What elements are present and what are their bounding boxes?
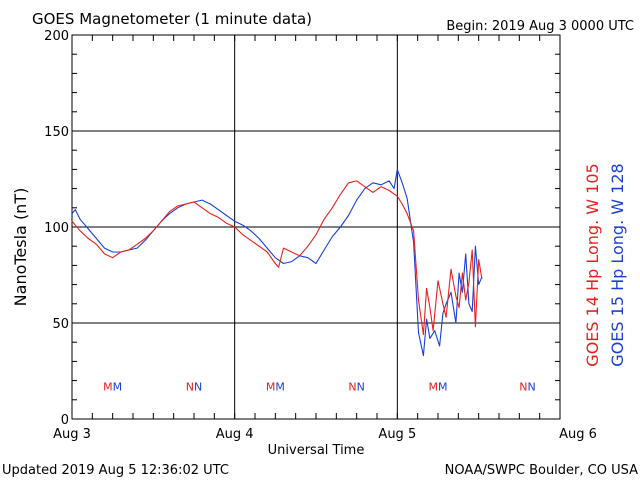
x-tick-label: Aug 3 <box>53 427 91 442</box>
y-tick-labels: 0 50 100 150 200 <box>44 29 69 428</box>
data-series <box>71 168 483 357</box>
y-tick-label: 150 <box>44 125 69 140</box>
credit-text: NOAA/SWPC Boulder, CO USA <box>445 463 638 478</box>
y-axis-label: NanoTesla (nT) <box>11 188 30 307</box>
x-tick-labels: Aug 3 Aug 4 Aug 5 Aug 6 <box>53 427 597 442</box>
event-marker: NN <box>348 380 364 393</box>
x-tick-label: Aug 6 <box>559 427 597 442</box>
legend: GOES 14 Hp Long. W 105 GOES 15 Hp Long. W… <box>583 163 627 366</box>
event-marker: NN <box>519 380 535 393</box>
grid-lines <box>71 34 561 420</box>
y-tick-label: 200 <box>44 29 69 44</box>
x-axis-label: Universal Time <box>268 443 365 458</box>
x-tick-label: Aug 4 <box>216 427 254 442</box>
event-marker: MM <box>429 380 448 393</box>
event-marker: MM <box>266 380 285 393</box>
goes15-series-line <box>71 168 483 357</box>
y-tick-label: 100 <box>44 221 69 236</box>
legend-goes14: GOES 14 Hp Long. W 105 <box>583 163 602 366</box>
y-tick-label: 50 <box>52 317 69 332</box>
begin-time: Begin: 2019 Aug 3 0000 UTC <box>446 19 634 34</box>
goes14-series-line <box>71 180 483 336</box>
event-markers: MM NN MM NN MM NN <box>103 380 536 393</box>
event-marker: MM <box>103 380 122 393</box>
x-tick-label: Aug 5 <box>378 427 416 442</box>
chart-title: GOES Magnetometer (1 minute data) <box>32 10 312 28</box>
y-tick-label: 0 <box>61 413 69 428</box>
event-marker: NN <box>186 380 202 393</box>
updated-time: Updated 2019 Aug 5 12:36:02 UTC <box>2 463 229 478</box>
legend-goes15: GOES 15 Hp Long. W 128 <box>608 163 627 366</box>
